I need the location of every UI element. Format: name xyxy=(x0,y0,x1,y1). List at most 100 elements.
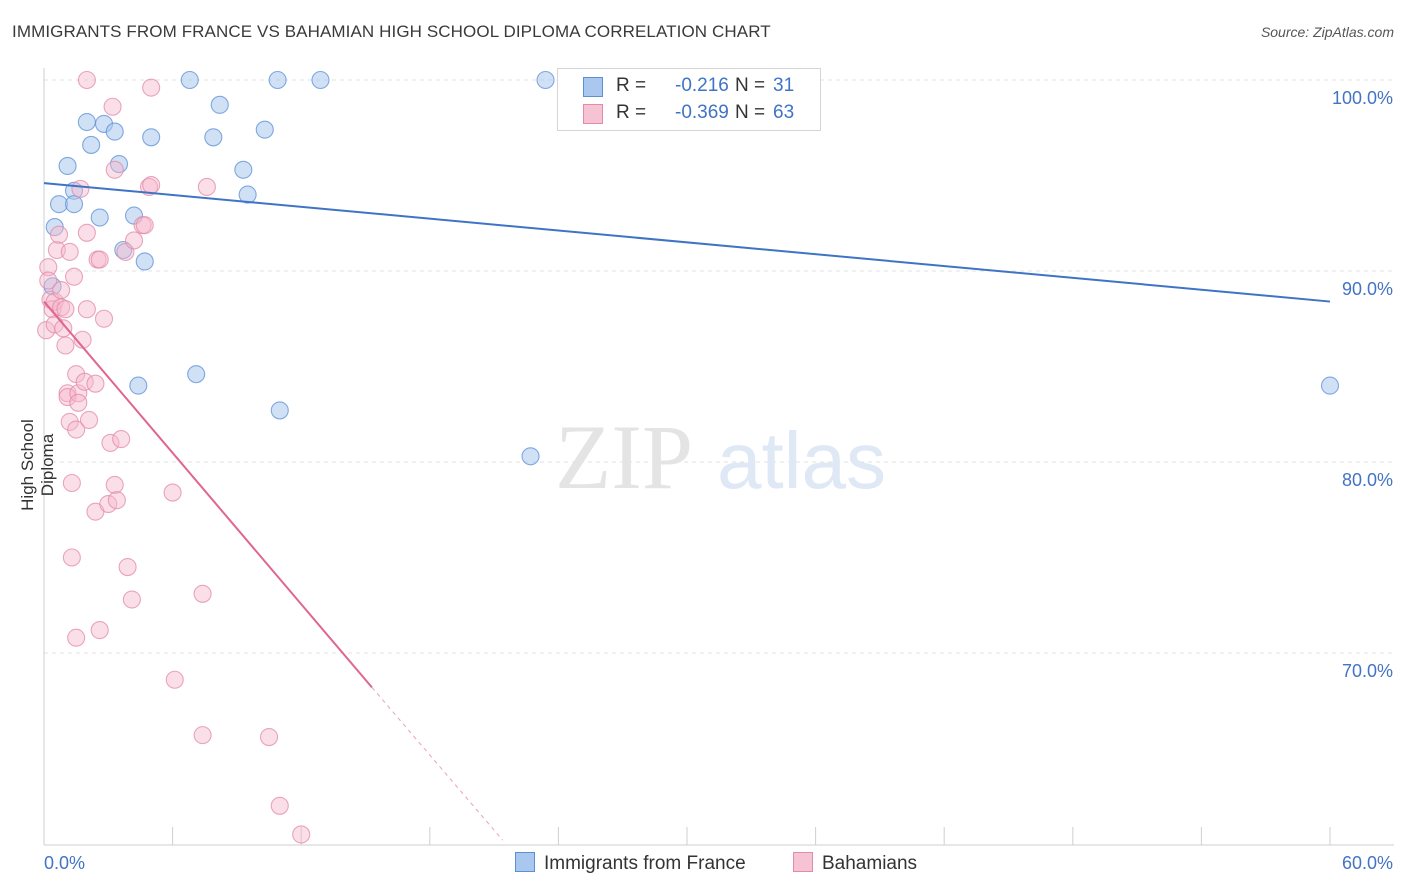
legend-n-label: N = xyxy=(735,75,766,96)
bottom-legend-label-france: Immigrants from France xyxy=(544,853,746,874)
point-bahamians xyxy=(163,483,182,502)
point-bahamians xyxy=(112,430,131,449)
point-bahamians xyxy=(71,179,90,198)
point-france xyxy=(105,122,124,141)
point-bahamians xyxy=(60,242,79,261)
chart-title: IMMIGRANTS FROM FRANCE VS BAHAMIAN HIGH … xyxy=(12,22,771,41)
points-layer xyxy=(37,70,1340,844)
watermark-atlas: atlas xyxy=(717,416,886,505)
point-bahamians xyxy=(62,473,81,493)
point-bahamians xyxy=(77,223,96,242)
watermark: ZIP atlas xyxy=(555,406,886,508)
point-france xyxy=(77,112,96,132)
point-bahamians xyxy=(103,97,122,116)
trend-layer xyxy=(43,182,1331,841)
trend-line-bahamians-extension xyxy=(371,687,504,841)
point-bahamians xyxy=(86,374,105,393)
point-bahamians xyxy=(60,412,79,431)
point-bahamians xyxy=(39,258,58,277)
point-bahamians xyxy=(197,177,216,197)
point-bahamians xyxy=(94,309,114,328)
point-bahamians xyxy=(259,727,279,747)
point-bahamians xyxy=(77,300,96,319)
point-bahamians xyxy=(101,433,120,452)
point-bahamians xyxy=(99,494,118,514)
bottom-legend-swatch-bahamians xyxy=(793,852,813,872)
legend-r-label: R = xyxy=(616,75,647,96)
point-bahamians xyxy=(64,267,84,286)
trend-line-bahamians xyxy=(43,300,373,689)
point-france xyxy=(255,120,274,139)
point-france xyxy=(135,252,154,271)
point-bahamians xyxy=(58,388,77,407)
y-tick-label: 90.0% xyxy=(1342,279,1393,299)
x-tick-label: 0.0% xyxy=(44,853,85,873)
trend-line-france xyxy=(43,182,1331,303)
bottom-legend-bahamians: Bahamians xyxy=(793,852,917,875)
point-bahamians xyxy=(142,78,161,97)
point-france xyxy=(90,208,109,227)
point-france xyxy=(270,401,289,420)
point-france xyxy=(210,95,229,114)
legend-r-value: -0.216 xyxy=(675,75,729,96)
legend-r-value: -0.369 xyxy=(675,102,729,123)
legend-swatch-france xyxy=(583,77,603,97)
y-tick-label: 80.0% xyxy=(1342,470,1393,490)
point-bahamians xyxy=(56,300,75,319)
point-france xyxy=(49,195,69,214)
point-bahamians xyxy=(292,825,311,844)
point-france xyxy=(187,365,206,384)
point-france xyxy=(536,70,555,90)
point-bahamians xyxy=(124,231,144,250)
point-france xyxy=(234,160,253,179)
point-france xyxy=(1320,376,1340,395)
point-bahamians xyxy=(67,628,86,647)
legend-swatch-bahamians xyxy=(583,104,603,124)
bottom-legend-label-bahamians: Bahamians xyxy=(822,853,918,874)
point-france xyxy=(58,156,77,175)
point-france xyxy=(64,195,84,214)
point-france xyxy=(311,70,330,90)
point-bahamians xyxy=(79,410,99,430)
point-bahamians xyxy=(56,336,75,355)
point-bahamians xyxy=(67,420,86,439)
y-tick-label: 100.0% xyxy=(1332,88,1393,108)
bottom-legend-swatch-france xyxy=(515,852,535,872)
tick-labels: 70.0% 80.0% 90.0% 100.0% 0.0% 60.0% xyxy=(44,88,1393,873)
correlation-legend: R = -0.216 N = 31 R = -0.369 N = 63 xyxy=(557,68,821,131)
legend-n-value: 31 xyxy=(773,75,795,96)
legend-n-label: N = xyxy=(735,102,766,123)
point-bahamians xyxy=(165,670,184,689)
source-label: Source: ZipAtlas.com xyxy=(1260,24,1394,40)
axis-layer xyxy=(43,68,1394,846)
legend-n-value: 63 xyxy=(773,102,795,123)
point-bahamians xyxy=(105,160,124,179)
x-tick-label: 60.0% xyxy=(1342,853,1393,873)
point-bahamians xyxy=(193,584,212,603)
point-bahamians xyxy=(77,70,96,90)
point-bahamians xyxy=(118,557,137,577)
point-bahamians xyxy=(193,726,212,745)
point-france xyxy=(82,135,101,154)
point-france xyxy=(180,70,199,90)
point-bahamians xyxy=(52,281,71,300)
point-bahamians xyxy=(49,225,69,244)
point-bahamians xyxy=(90,250,109,269)
y-axis-label: High School Diploma xyxy=(18,419,57,511)
point-bahamians xyxy=(135,216,154,235)
bottom-legend-france: Immigrants from France xyxy=(515,852,746,875)
point-france xyxy=(142,128,161,147)
point-bahamians xyxy=(270,796,289,815)
watermark-zip: ZIP xyxy=(555,406,693,508)
point-bahamians xyxy=(90,621,109,640)
point-bahamians xyxy=(62,548,81,567)
point-france xyxy=(268,70,287,90)
y-tick-label: 70.0% xyxy=(1342,661,1393,681)
point-france xyxy=(238,185,257,204)
point-bahamians xyxy=(69,384,88,403)
point-france xyxy=(204,128,223,147)
legend-r-label: R = xyxy=(616,102,647,123)
point-bahamians xyxy=(107,491,126,510)
point-bahamians xyxy=(105,475,124,494)
